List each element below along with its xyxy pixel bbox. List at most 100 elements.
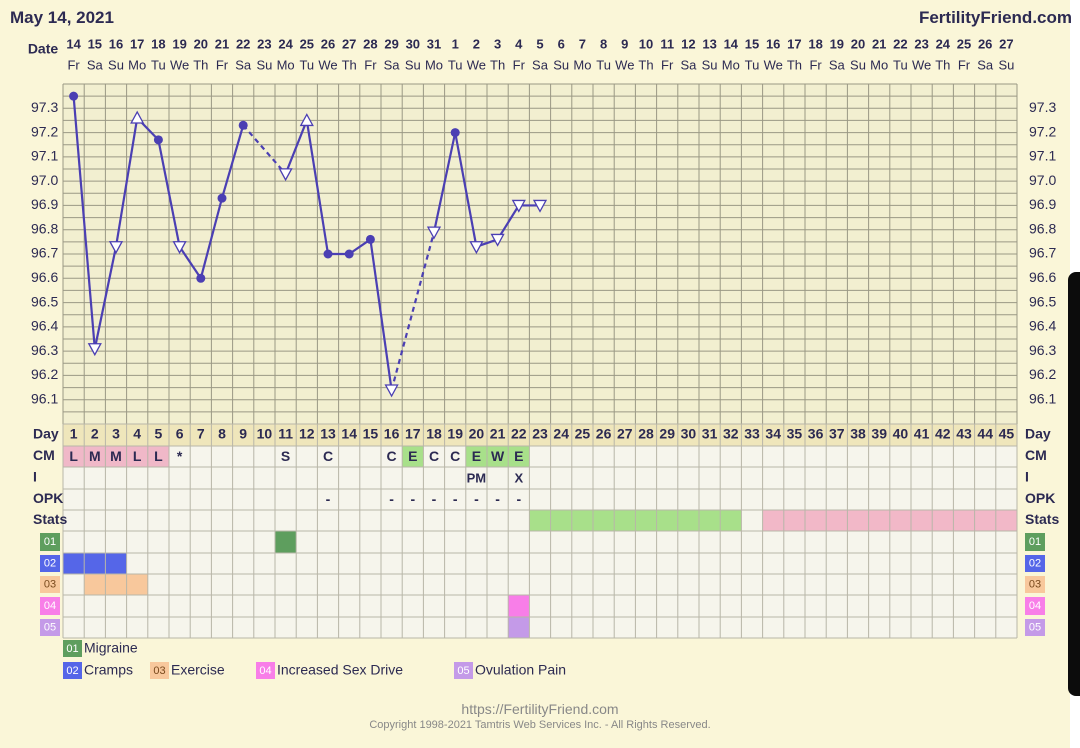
date-label: 19 — [830, 36, 844, 51]
symptom-code-left: 04 — [44, 600, 56, 612]
legend-code: 02 — [66, 665, 78, 677]
y-tick-label-left: 96.6 — [31, 269, 58, 285]
weekday-label: Mo — [425, 57, 443, 72]
date-label: 18 — [808, 36, 822, 51]
opk-mark: - — [516, 491, 521, 507]
date-label: 3 — [494, 36, 501, 51]
date-label: 8 — [600, 36, 607, 51]
row-label-left: Day — [33, 426, 59, 442]
cycle-day-label: 11 — [278, 426, 293, 442]
cycle-day-label: 22 — [511, 426, 527, 442]
weekday-label: Su — [850, 57, 866, 72]
cm-mark: M — [110, 448, 122, 464]
weekday-label: Fr — [809, 57, 822, 72]
temp-line — [496, 204, 520, 241]
weekday-label: Sa — [87, 57, 104, 72]
date-label: 11 — [660, 36, 674, 51]
cycle-day-label: 21 — [490, 426, 506, 442]
legend-code: 05 — [457, 665, 469, 677]
symptom-badge — [1025, 533, 1045, 551]
y-tick-label-right: 96.1 — [1029, 390, 1056, 406]
date-label: 7 — [579, 36, 586, 51]
legend-code: 03 — [153, 665, 165, 677]
weekday-label: Mo — [722, 57, 740, 72]
date-label: 14 — [724, 36, 739, 51]
symptom-badge — [40, 597, 60, 615]
temp-point — [196, 273, 206, 283]
day-row-bg — [63, 424, 1017, 446]
footer-url[interactable]: https://FertilityFriend.com — [461, 701, 619, 717]
symptom-code-right: 03 — [1029, 578, 1041, 590]
date-label: 18 — [151, 36, 165, 51]
symptom-code-right: 04 — [1029, 600, 1041, 612]
temp-line — [178, 246, 202, 279]
chart-date: May 14, 2021 — [10, 8, 114, 27]
temp-point — [87, 343, 102, 357]
opk-mark: - — [432, 491, 437, 507]
symptom-code-right: 05 — [1029, 621, 1041, 633]
y-tick-label-left: 97.0 — [31, 172, 58, 188]
cycle-day-label: 40 — [893, 426, 909, 442]
cycle-day-label: 28 — [638, 426, 654, 442]
legend-code: 04 — [259, 665, 271, 677]
weekday-label: We — [912, 57, 931, 72]
cycle-day-label: 4 — [133, 426, 141, 442]
date-label: 30 — [406, 36, 420, 51]
date-label: 21 — [872, 36, 886, 51]
weekday-label: Tu — [893, 57, 908, 72]
cycle-day-label: 43 — [956, 426, 972, 442]
date-label: 28 — [363, 36, 377, 51]
cycle-day-label: 10 — [257, 426, 273, 442]
weekday-label: We — [467, 57, 486, 72]
row-label-right: CM — [1025, 447, 1047, 463]
symptom-cell — [275, 531, 297, 553]
weekday-label: Tu — [448, 57, 463, 72]
weekday-label: Fr — [513, 57, 526, 72]
weekday-label: We — [170, 57, 189, 72]
scroll-handle[interactable] — [1068, 272, 1080, 696]
opk-mark: - — [474, 491, 479, 507]
cycle-day-label: 15 — [363, 426, 379, 442]
date-label: 5 — [536, 36, 543, 51]
date-label: 31 — [427, 36, 441, 51]
row-label-right: Stats — [1025, 511, 1059, 527]
cycle-day-label: 20 — [469, 426, 485, 442]
cm-mark: W — [491, 448, 505, 464]
weekday-label: Th — [342, 57, 357, 72]
date-label: 13 — [702, 36, 716, 51]
weekday-label: Sa — [532, 57, 549, 72]
weekday-label: Sa — [235, 57, 252, 72]
cycle-day-label: 3 — [112, 426, 120, 442]
date-label: 22 — [236, 36, 250, 51]
cycle-day-label: 9 — [239, 426, 247, 442]
y-tick-label-right: 97.2 — [1029, 123, 1056, 139]
legend-label: Migraine — [84, 640, 138, 656]
symptom-cell — [508, 617, 530, 638]
intercourse-mark: PM — [467, 470, 487, 485]
date-label: 25 — [300, 36, 314, 51]
weekday-label: Th — [490, 57, 505, 72]
cm-mark: C — [429, 448, 439, 464]
symptom-code-left: 03 — [44, 578, 56, 590]
cycle-day-label: 31 — [702, 426, 718, 442]
date-label: 27 — [999, 36, 1013, 51]
symptom-badge — [40, 555, 60, 572]
temp-line — [157, 139, 181, 247]
legend-label: Ovulation Pain — [475, 662, 566, 678]
temp-point — [384, 384, 399, 398]
y-tick-label-right: 97.3 — [1029, 99, 1056, 115]
cycle-day-label: 39 — [871, 426, 887, 442]
weekday-label: We — [764, 57, 783, 72]
symptom-code-left: 02 — [44, 557, 56, 569]
cm-mark: L — [133, 448, 142, 464]
legend-swatch — [256, 662, 275, 679]
legend-label: Cramps — [84, 662, 133, 678]
cycle-day-label: 18 — [426, 426, 442, 442]
row-label-left: OPK — [33, 490, 63, 506]
weekday-label: Su — [256, 57, 272, 72]
brand-name[interactable]: FertilityFriend.com — [918, 8, 1072, 27]
symptom-badge — [1025, 576, 1045, 593]
cm-mark: * — [177, 448, 183, 464]
symptom-cell — [105, 574, 127, 595]
